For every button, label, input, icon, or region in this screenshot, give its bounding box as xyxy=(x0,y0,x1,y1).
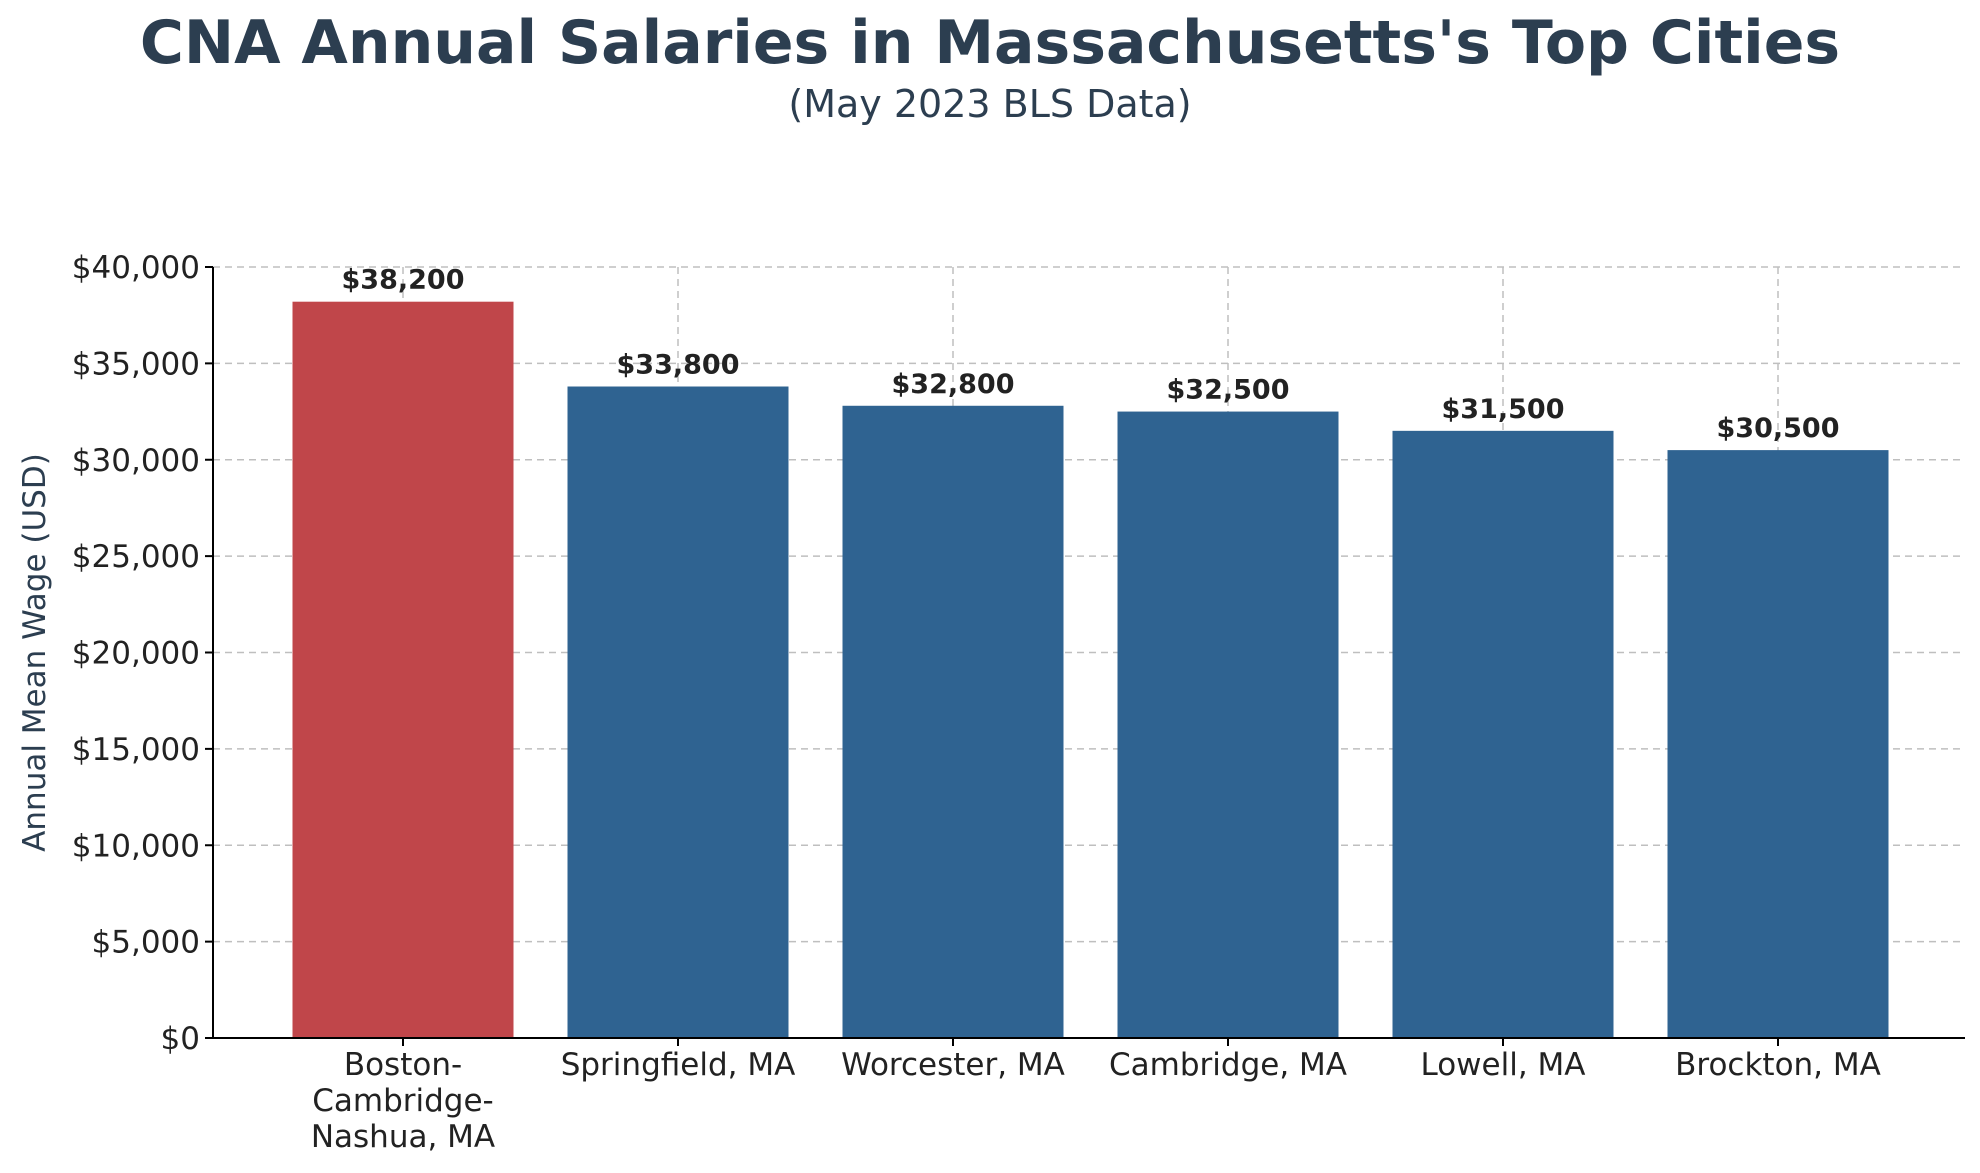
bar-0 xyxy=(292,301,514,1038)
bar-value-label: $32,800 xyxy=(892,369,1015,400)
x-tick-label: Worcester, MA xyxy=(841,1047,1065,1083)
bar-value-label: $30,500 xyxy=(1717,413,1840,444)
y-tick-label: $5,000 xyxy=(92,925,200,961)
bar-value-label: $32,500 xyxy=(1167,375,1290,406)
y-tick-label: $30,000 xyxy=(72,443,200,479)
x-tick-label: Lowell, MA xyxy=(1420,1047,1585,1083)
bar-value-label: $33,800 xyxy=(617,350,740,381)
bar-value-label: $31,500 xyxy=(1442,394,1565,425)
x-tick-label: Nashua, MA xyxy=(311,1119,495,1155)
x-tick-label: Cambridge- xyxy=(312,1083,494,1119)
y-tick-label: $10,000 xyxy=(72,828,200,864)
chart-title: CNA Annual Salaries in Massachusetts's T… xyxy=(139,8,1841,78)
y-tick-label: $40,000 xyxy=(72,250,200,286)
bar-3 xyxy=(1117,411,1339,1038)
x-tick-label: Springfield, MA xyxy=(561,1047,796,1083)
y-tick-label: $20,000 xyxy=(72,636,200,672)
y-axis-title: Annual Mean Wage (USD) xyxy=(17,453,53,852)
bar-5 xyxy=(1667,450,1889,1038)
bar-1 xyxy=(567,386,789,1038)
y-tick-label: $25,000 xyxy=(72,539,200,575)
bar-value-label: $38,200 xyxy=(342,265,465,296)
y-tick-label: $0 xyxy=(161,1021,200,1057)
bar-2 xyxy=(842,405,1064,1038)
x-tick-label: Boston- xyxy=(344,1047,462,1083)
x-tick-label: Brockton, MA xyxy=(1675,1047,1881,1083)
x-tick-label: Cambridge, MA xyxy=(1109,1047,1347,1083)
chart-subtitle: (May 2023 BLS Data) xyxy=(788,82,1192,126)
bar-4 xyxy=(1392,430,1614,1038)
y-tick-label: $15,000 xyxy=(72,732,200,768)
y-tick-label: $35,000 xyxy=(72,346,200,382)
